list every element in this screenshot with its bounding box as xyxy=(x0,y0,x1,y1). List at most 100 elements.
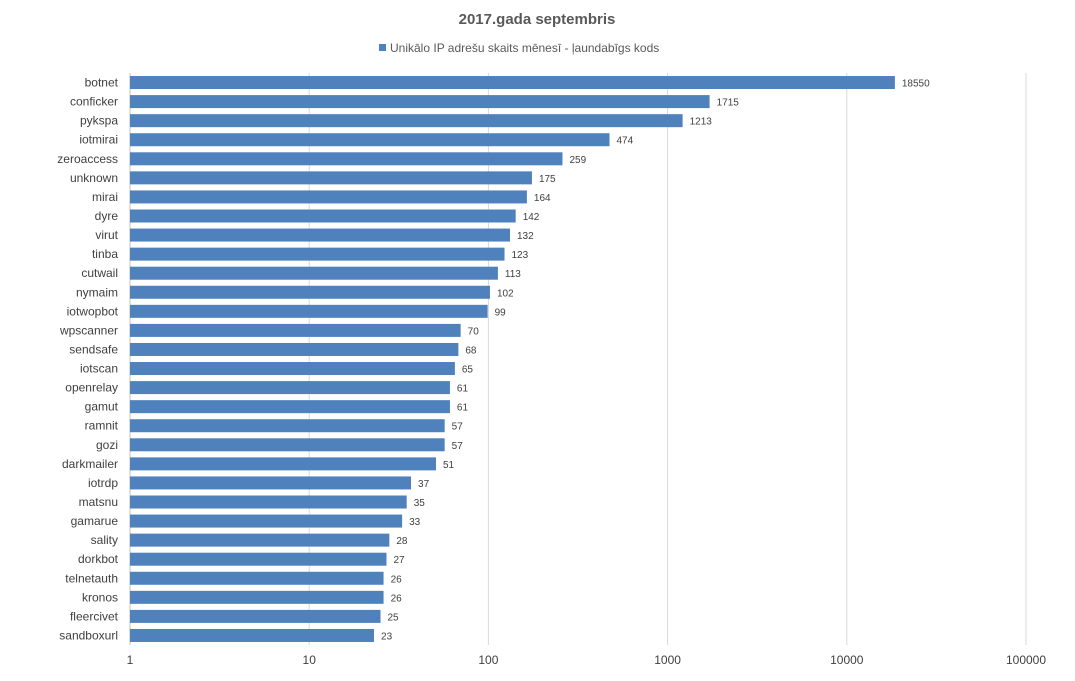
bar xyxy=(130,285,490,299)
bar xyxy=(130,152,563,166)
value-label: 65 xyxy=(462,365,474,376)
category-label: pykspa xyxy=(80,114,118,128)
value-label: 51 xyxy=(443,460,455,471)
x-tick-label: 1000 xyxy=(654,653,681,667)
bar xyxy=(130,514,403,528)
value-label: 35 xyxy=(414,498,426,509)
value-label: 68 xyxy=(465,345,477,356)
category-label: gozi xyxy=(96,438,118,452)
category-label: openrelay xyxy=(65,381,118,395)
bar xyxy=(130,362,455,376)
value-label: 18550 xyxy=(902,79,930,90)
bar xyxy=(130,171,532,185)
category-label: iotmirai xyxy=(79,133,118,147)
legend-swatch xyxy=(379,44,386,51)
category-label: ramnit xyxy=(85,419,119,433)
bar xyxy=(130,228,511,242)
category-label: cutwail xyxy=(81,266,118,280)
category-label: tinba xyxy=(92,247,118,261)
bar xyxy=(130,419,445,433)
category-label: mirai xyxy=(92,190,118,204)
bar xyxy=(130,247,505,261)
category-label: dorkbot xyxy=(78,552,119,566)
value-label: 23 xyxy=(381,631,393,642)
value-label: 57 xyxy=(452,422,464,433)
value-label: 25 xyxy=(388,612,400,623)
value-label: 164 xyxy=(534,193,551,204)
value-label: 26 xyxy=(391,593,403,604)
bar xyxy=(130,76,895,90)
value-label: 61 xyxy=(457,403,469,414)
value-label: 102 xyxy=(497,288,514,299)
bar xyxy=(130,304,488,318)
category-label: sandboxurl xyxy=(59,628,118,642)
bar xyxy=(130,628,375,642)
bar xyxy=(130,590,384,604)
value-label: 142 xyxy=(523,212,540,223)
bars xyxy=(130,76,895,642)
category-label: darkmailer xyxy=(62,457,118,471)
bar xyxy=(130,342,459,356)
bar xyxy=(130,400,450,414)
value-label: 474 xyxy=(616,136,633,147)
category-labels: botnet conficker pykspa iotmirai zeroaccess u… xyxy=(57,76,118,643)
value-labels: 18550 1715 1213 474 259 175 164 142 132 123 113 102… xyxy=(381,79,930,643)
value-label: 26 xyxy=(391,574,403,585)
category-label: virut xyxy=(95,228,118,242)
value-label: 113 xyxy=(505,269,521,280)
chart-title: 2017.gada septembris xyxy=(459,11,616,28)
bar xyxy=(130,533,390,547)
value-label: 70 xyxy=(468,326,480,337)
category-label: wpscanner xyxy=(59,323,118,337)
bar xyxy=(130,190,527,204)
x-tick-label: 100000 xyxy=(1006,653,1046,667)
value-label: 33 xyxy=(409,517,421,528)
bar xyxy=(130,381,450,395)
bar xyxy=(130,95,710,109)
category-label: iotscan xyxy=(80,362,118,376)
category-label: unknown xyxy=(70,171,118,185)
bar xyxy=(130,476,412,490)
category-label: matsnu xyxy=(79,495,118,509)
bar xyxy=(130,552,387,566)
category-label: telnetauth xyxy=(65,571,118,585)
x-tick-label: 10 xyxy=(303,653,317,667)
bar xyxy=(130,457,436,471)
bar xyxy=(130,495,407,509)
value-label: 1715 xyxy=(717,98,740,109)
category-label: gamut xyxy=(85,400,119,414)
value-label: 99 xyxy=(495,307,507,318)
x-tick-label: 1 xyxy=(127,653,134,667)
category-label: botnet xyxy=(85,76,119,90)
value-label: 57 xyxy=(452,441,464,452)
category-label: iotrdp xyxy=(88,476,118,490)
value-label: 37 xyxy=(418,479,430,490)
value-label: 28 xyxy=(396,536,408,547)
value-label: 27 xyxy=(394,555,406,566)
value-label: 1213 xyxy=(690,117,713,128)
category-label: conficker xyxy=(70,95,118,109)
category-label: sendsafe xyxy=(69,342,118,356)
value-label: 259 xyxy=(569,155,586,166)
bar xyxy=(130,571,384,585)
value-label: 123 xyxy=(512,250,529,261)
bar xyxy=(130,133,610,147)
category-label: sality xyxy=(91,533,118,547)
category-label: dyre xyxy=(95,209,119,223)
value-label: 175 xyxy=(539,174,556,185)
value-label: 61 xyxy=(457,384,469,395)
category-label: zeroaccess xyxy=(57,152,118,166)
x-tick-labels: 1 10 100 1000 10000 100000 xyxy=(127,653,1047,667)
category-label: iotwopbot xyxy=(67,304,119,318)
category-label: kronos xyxy=(82,590,118,604)
gridlines xyxy=(129,73,1027,645)
bar xyxy=(130,323,461,337)
x-tick-label: 10000 xyxy=(830,653,864,667)
legend-label: Unikālo IP adrešu skaits mēnesī - ļaunda… xyxy=(390,41,659,55)
bar xyxy=(130,438,445,452)
bar xyxy=(130,609,381,623)
x-tick-label: 100 xyxy=(478,653,498,667)
category-label: gamarue xyxy=(71,514,119,528)
legend: Unikālo IP adrešu skaits mēnesī - ļaunda… xyxy=(379,41,659,55)
